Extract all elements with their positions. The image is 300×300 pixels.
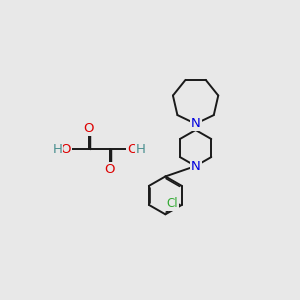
Text: N: N [191,160,200,172]
Text: H: H [52,143,62,156]
Text: Cl: Cl [166,197,178,210]
Text: O: O [104,164,115,176]
Text: H: H [136,143,146,156]
Text: O: O [83,122,94,135]
Text: O: O [60,143,71,156]
Text: N: N [191,117,200,130]
Text: O: O [128,143,138,156]
